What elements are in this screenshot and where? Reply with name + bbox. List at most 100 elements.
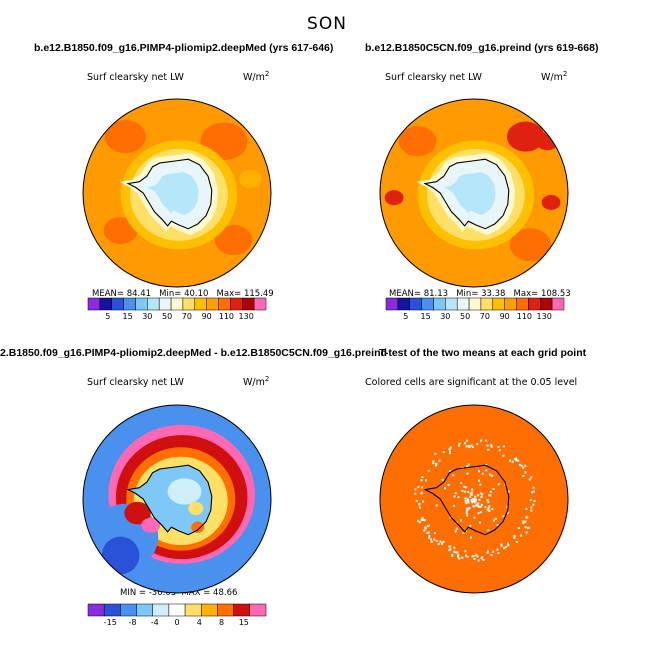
- colorbar-swatch: [217, 603, 234, 617]
- nonsignificant-cell: [479, 505, 482, 508]
- nonsignificant-cell: [532, 490, 535, 493]
- nonsignificant-cell: [489, 473, 492, 476]
- nonsignificant-cell: [448, 549, 451, 552]
- nonsignificant-cell: [507, 542, 509, 545]
- nonsignificant-cell: [463, 485, 466, 488]
- coastline: [126, 464, 213, 536]
- nonsignificant-cell: [530, 506, 533, 509]
- colorbar-1: 5 15 30 50 70 90 110 130: [87, 297, 267, 321]
- nonsignificant-cell: [522, 466, 525, 469]
- colorbar-swatch: [516, 297, 529, 311]
- colorbar-swatch: [242, 297, 255, 311]
- nonsignificant-cell: [524, 526, 527, 529]
- nonsignificant-cell: [482, 559, 485, 561]
- nonsignificant-cell: [530, 509, 533, 512]
- nonsignificant-cell: [453, 504, 455, 507]
- nonsignificant-cell: [480, 503, 483, 506]
- nonsignificant-cell: [449, 548, 452, 551]
- nonsignificant-cell: [464, 497, 467, 500]
- map-border: [82, 404, 272, 594]
- nonsignificant-cell: [470, 444, 473, 447]
- colorbar-swatch: [421, 297, 434, 311]
- nonsignificant-cell: [468, 507, 471, 510]
- plateau-fill: [146, 172, 199, 216]
- nonsignificant-cell: [496, 548, 499, 551]
- colorbar-swatch: [87, 603, 105, 617]
- warm-anomaly: [384, 190, 404, 206]
- nonsignificant-cell: [469, 495, 472, 498]
- nonsignificant-cell: [486, 551, 489, 554]
- panel1-title: b.e12.B1850.f09_g16.PIMP4-pliomip2.deepM…: [34, 42, 334, 54]
- nonsignificant-cell: [422, 500, 425, 503]
- nonsignificant-cell: [438, 459, 441, 462]
- nonsignificant-cell: [473, 516, 476, 519]
- colorbar-swatch: [233, 603, 251, 617]
- nonsignificant-cell: [473, 501, 476, 504]
- colorbar-swatch: [87, 297, 101, 311]
- nonsignificant-cell: [532, 486, 535, 489]
- nonsignificant-cell: [453, 550, 456, 553]
- colorbar-swatch: [111, 297, 124, 311]
- panel2-stats: MEAN= 81.13 Min= 33.38 Max= 108.53: [389, 289, 571, 299]
- nonsignificant-cell: [457, 555, 460, 558]
- nonsignificant-cell: [473, 558, 476, 560]
- nonsignificant-cell: [458, 442, 461, 445]
- panel3-stats: MIN = -30.03 MAX = 48.66: [120, 588, 238, 598]
- nonsignificant-cell: [471, 488, 474, 491]
- nonsignificant-cell: [449, 452, 451, 455]
- nonsignificant-cell: [524, 520, 527, 523]
- colorbar-tick: 5: [403, 312, 408, 321]
- nonsignificant-cell: [475, 554, 478, 557]
- nonsignificant-cell: [472, 504, 475, 507]
- nonsignificant-cell: [417, 486, 420, 489]
- nonsignificant-cell: [455, 527, 458, 530]
- colorbar-swatch: [99, 297, 113, 311]
- colorbar-tick: 90: [500, 312, 510, 321]
- nonsignificant-cell: [432, 460, 435, 463]
- nonsignificant-cell: [435, 504, 438, 507]
- nonsignificant-cell: [427, 531, 430, 534]
- nonsignificant-cell: [486, 444, 489, 447]
- nonsignificant-cell: [480, 495, 483, 498]
- nonsignificant-cell: [442, 451, 445, 454]
- colorbar-swatch: [194, 297, 207, 311]
- nonsignificant-cell: [461, 556, 464, 559]
- nonsignificant-cell: [432, 462, 435, 465]
- nonsignificant-cell: [470, 499, 473, 502]
- nonsignificant-cell: [466, 498, 469, 501]
- nonsignificant-cell: [487, 529, 490, 532]
- nonsignificant-cell: [489, 490, 492, 493]
- nonsignificant-cell: [433, 538, 436, 541]
- nonsignificant-cell: [449, 545, 452, 548]
- colorbar-tick: 30: [440, 312, 450, 321]
- nonsignificant-cell: [465, 510, 468, 513]
- nonsignificant-cell: [417, 519, 419, 522]
- cool-sector: [101, 536, 140, 575]
- nonsignificant-cell: [466, 555, 469, 558]
- nonsignificant-cell: [418, 506, 421, 509]
- nonsignificant-cell: [460, 482, 463, 485]
- nonsignificant-cell: [451, 554, 454, 557]
- nonsignificant-cell: [478, 479, 480, 482]
- nonsignificant-cell: [480, 557, 483, 560]
- nonsignificant-cell: [427, 524, 430, 527]
- panel3-title: 2.B1850.f09_g16.PIMP4-pliomip2.deepMed -…: [0, 347, 387, 359]
- colorbar-swatch: [147, 297, 160, 311]
- colorbar-swatch: [170, 297, 184, 311]
- colorbar-swatch: [206, 297, 219, 311]
- nonsignificant-cell: [522, 521, 525, 524]
- panel3-field: Surf clearsky net LW: [87, 377, 184, 388]
- colorbar-swatch: [528, 297, 541, 311]
- nonsignificant-cell: [491, 508, 494, 511]
- nonsignificant-cell: [531, 491, 533, 494]
- warm-anomaly: [536, 132, 559, 151]
- nonsignificant-cell: [490, 554, 493, 557]
- nonsignificant-cell: [455, 551, 457, 554]
- warm-anomaly: [506, 121, 545, 152]
- nonsignificant-cell: [528, 526, 531, 529]
- warm-anomaly: [398, 126, 437, 157]
- nonsignificant-cell: [522, 520, 525, 523]
- colorbar-swatch: [168, 603, 186, 617]
- colorbar-swatch: [135, 297, 148, 311]
- colorbar-2: 5 15 30 50 70 90 110 130: [385, 297, 565, 321]
